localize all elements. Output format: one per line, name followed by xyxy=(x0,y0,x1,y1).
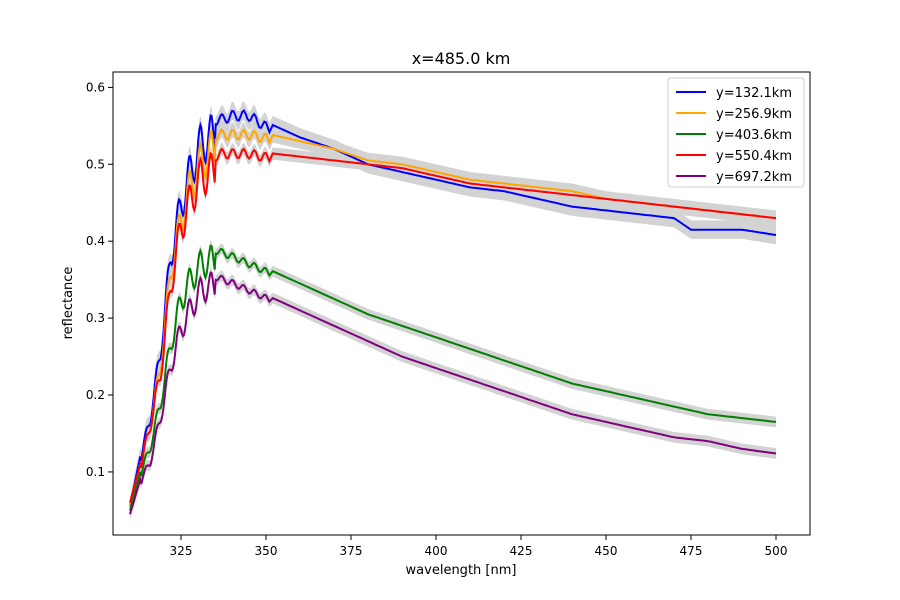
y-tick-label: 0.6 xyxy=(86,80,105,94)
series-line-3 xyxy=(129,147,777,503)
x-axis-label: wavelength [nm] xyxy=(406,563,517,578)
uncertainty-bands xyxy=(130,101,776,520)
x-tick-label: 450 xyxy=(595,544,618,558)
legend-label: y=132.1km xyxy=(716,86,792,101)
y-tick-label: 0.4 xyxy=(86,234,105,248)
plot-frame xyxy=(112,71,811,536)
legend-label: y=697.2km xyxy=(716,170,792,185)
legend: y=132.1km y=256.9km y=403.6km y=550.4km y=69… xyxy=(667,77,805,188)
uncertainty-band-4 xyxy=(130,267,776,520)
legend-box xyxy=(667,77,805,188)
y-tick-label: 0.1 xyxy=(86,465,105,479)
legend-label: y=256.9km xyxy=(716,107,792,122)
y-tick-label: 0.5 xyxy=(86,157,105,171)
y-axis-label: reflectance xyxy=(61,267,76,340)
x-tick-label: 425 xyxy=(510,544,533,558)
x-tick-label: 325 xyxy=(170,544,193,558)
x-axis-ticks: 325 350 375 400 425 450 475 500 xyxy=(170,535,788,558)
series-lines xyxy=(129,109,777,515)
x-tick-label: 400 xyxy=(425,544,448,558)
series-line-2 xyxy=(129,244,777,511)
x-tick-label: 375 xyxy=(340,544,363,558)
y-tick-label: 0.3 xyxy=(86,311,105,325)
legend-label: y=550.4km xyxy=(716,149,792,164)
x-tick-label: 350 xyxy=(255,544,278,558)
y-axis-ticks: 0.1 0.2 0.3 0.4 0.5 0.6 xyxy=(86,80,113,479)
series-line-4 xyxy=(129,271,777,515)
chart-title: x=485.0 km xyxy=(412,49,511,68)
y-tick-label: 0.2 xyxy=(86,388,105,402)
x-tick-label: 500 xyxy=(765,544,788,558)
uncertainty-band-3 xyxy=(130,142,776,509)
x-tick-label: 475 xyxy=(680,544,703,558)
legend-label: y=403.6km xyxy=(716,128,792,143)
